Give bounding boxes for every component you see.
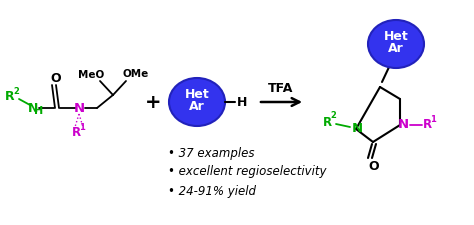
Text: • 37 examples: • 37 examples	[168, 146, 255, 160]
Text: +: +	[145, 92, 161, 112]
Text: H: H	[237, 95, 247, 108]
Text: 1: 1	[79, 124, 85, 133]
Text: R: R	[72, 126, 81, 140]
Text: MeO: MeO	[78, 70, 104, 80]
Text: Het: Het	[185, 88, 210, 101]
Text: • excellent regioselectivity: • excellent regioselectivity	[168, 166, 327, 178]
Text: O: O	[369, 160, 379, 173]
Text: OMe: OMe	[123, 69, 149, 79]
Text: 2: 2	[330, 112, 336, 121]
Text: R: R	[422, 117, 431, 130]
Text: O: O	[51, 72, 61, 86]
Text: R: R	[322, 115, 331, 128]
Text: R: R	[5, 90, 15, 104]
Text: N: N	[28, 101, 38, 115]
Text: TFA: TFA	[268, 83, 294, 95]
Text: Ar: Ar	[388, 41, 404, 54]
Text: 2: 2	[13, 86, 19, 95]
Text: N: N	[351, 122, 363, 135]
Text: Ar: Ar	[189, 101, 205, 113]
Ellipse shape	[169, 78, 225, 126]
Ellipse shape	[368, 20, 424, 68]
Text: 1: 1	[430, 115, 436, 124]
Text: • 24-91% yield: • 24-91% yield	[168, 184, 256, 198]
Text: Het: Het	[383, 29, 409, 43]
Text: N: N	[73, 101, 84, 115]
Text: N: N	[397, 119, 409, 131]
Text: H: H	[35, 106, 44, 116]
